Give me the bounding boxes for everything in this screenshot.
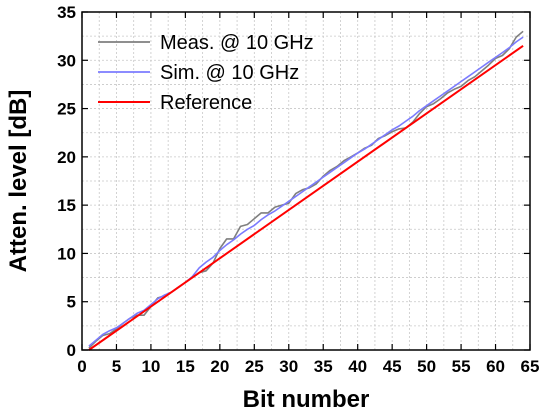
y-tick-label: 30 xyxy=(57,51,76,70)
series-line-sim-10-ghz xyxy=(88,36,524,347)
x-tick-label: 30 xyxy=(279,357,298,376)
x-tick-label: 45 xyxy=(383,357,402,376)
x-axis-title: Bit number xyxy=(243,386,370,413)
x-tick-label: 35 xyxy=(314,357,333,376)
x-tick-label: 50 xyxy=(417,357,436,376)
series-line-reference xyxy=(88,44,524,351)
x-tick-label: 0 xyxy=(77,357,86,376)
legend-label: Meas. @ 10 GHz xyxy=(160,32,314,54)
axis-ticks: 0 5 10 15 20 25 30 35 40 45 50 55 60 65 0 5 10 15 20 25 30 35 xyxy=(57,3,539,376)
legend-label: Sim. @ 10 GHz xyxy=(160,62,299,84)
series-lines xyxy=(88,30,524,351)
y-tick-label: 25 xyxy=(57,100,76,119)
y-tick-label: 5 xyxy=(67,293,76,312)
x-tick-label: 5 xyxy=(112,357,121,376)
grid xyxy=(82,12,530,350)
y-axis-title: Atten. level [dB] xyxy=(5,90,32,273)
y-tick-label: 0 xyxy=(67,341,76,360)
plot-area-frame xyxy=(81,11,531,351)
x-tick-label: 55 xyxy=(452,357,471,376)
y-tick-label: 35 xyxy=(57,3,76,22)
x-tick-label: 15 xyxy=(176,357,195,376)
x-tick-label: 40 xyxy=(348,357,367,376)
legend-label: Reference xyxy=(160,92,252,114)
legend: Meas. @ 10 GHz Sim. @ 10 GHz Reference xyxy=(98,32,314,114)
y-tick-label: 10 xyxy=(57,244,76,263)
x-tick-label: 60 xyxy=(486,357,505,376)
y-tick-label: 20 xyxy=(57,148,76,167)
x-tick-label: 25 xyxy=(245,357,264,376)
x-tick-label: 10 xyxy=(141,357,160,376)
y-tick-label: 15 xyxy=(57,196,76,215)
x-tick-label: 65 xyxy=(521,357,540,376)
x-tick-label: 20 xyxy=(210,357,229,376)
